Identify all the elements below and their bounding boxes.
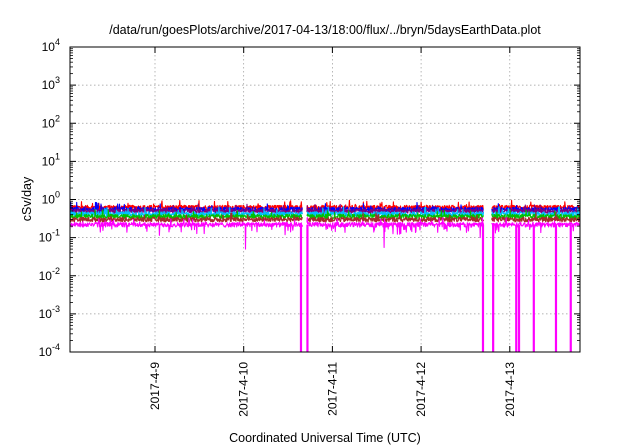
grid [70, 47, 580, 352]
y-tick-label: 10-3 [39, 304, 60, 321]
y-axis-label: cSv/day [20, 176, 34, 221]
y-tick-label: 101 [42, 151, 60, 168]
chart-title: /data/run/goesPlots/archive/2017-04-13/1… [109, 23, 541, 37]
y-tick-label: 10-4 [39, 342, 60, 359]
x-tick-label: 2017-4-11 [325, 362, 339, 416]
y-tick-label: 103 [42, 75, 60, 92]
y-axis: 104 103 102 101 100 10-1 10-2 10-3 10-4 [39, 37, 580, 359]
y-tick-label: 10-1 [39, 228, 60, 245]
y-tick-label: 102 [42, 113, 60, 130]
y-tick-label: 10-2 [39, 266, 60, 283]
x-axis: 2017-4-9 2017-4-10 2017-4-11 2017-4-12 2017-… [148, 47, 517, 417]
plot-area [69, 199, 581, 352]
series-line [69, 216, 581, 352]
series-path [69, 216, 581, 250]
x-tick-label: 2017-4-12 [414, 362, 428, 417]
x-tick-label: 2017-4-13 [503, 362, 517, 417]
x-tick-label: 2017-4-10 [237, 362, 251, 417]
x-axis-label: Coordinated Universal Time (UTC) [229, 431, 421, 445]
x-tick-label: 2017-4-9 [148, 362, 162, 410]
y-tick-label: 100 [42, 190, 60, 207]
y-tick-label: 104 [42, 37, 60, 54]
